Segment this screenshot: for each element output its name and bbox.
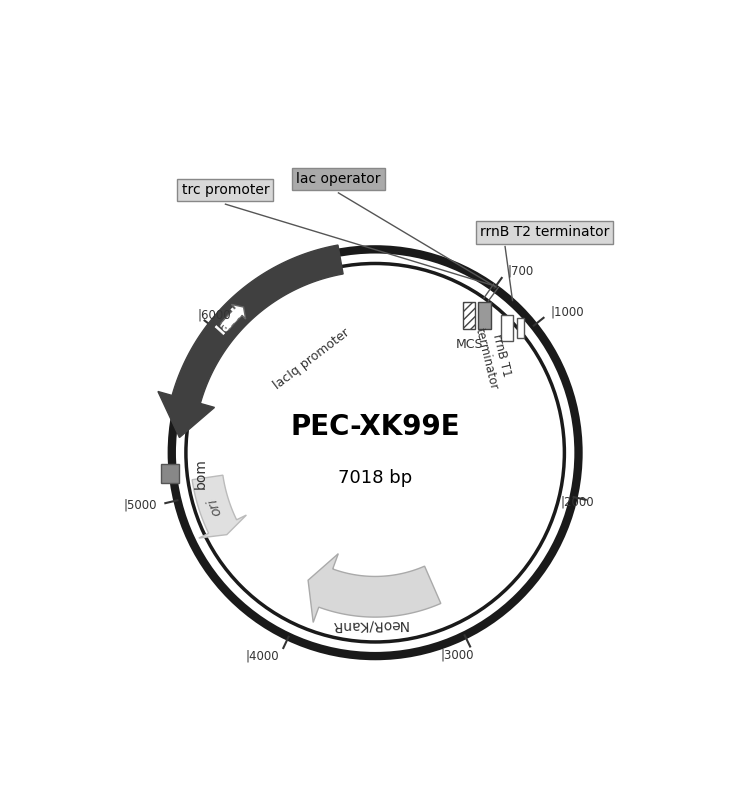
Text: PEC-XK99E: PEC-XK99E bbox=[291, 413, 460, 441]
Text: |6000: |6000 bbox=[198, 308, 231, 321]
Bar bbox=[501, 316, 513, 341]
Text: ori: ori bbox=[205, 496, 224, 518]
Polygon shape bbox=[308, 554, 441, 622]
Text: lacIq promoter: lacIq promoter bbox=[271, 326, 352, 392]
Circle shape bbox=[172, 249, 578, 656]
Text: rrnB T2 terminator: rrnB T2 terminator bbox=[480, 225, 609, 240]
Text: MCS: MCS bbox=[455, 338, 483, 351]
Text: trc promoter: trc promoter bbox=[182, 183, 269, 197]
Text: |4000: |4000 bbox=[246, 650, 280, 663]
Bar bbox=[161, 464, 179, 483]
Text: lacI: lacI bbox=[214, 305, 245, 337]
Text: bom: bom bbox=[193, 458, 207, 489]
Text: |3000: |3000 bbox=[441, 648, 474, 661]
Bar bbox=[463, 303, 475, 329]
Polygon shape bbox=[192, 475, 247, 538]
Polygon shape bbox=[158, 245, 343, 437]
Text: NeoR/KanR: NeoR/KanR bbox=[330, 617, 408, 633]
Text: |5000: |5000 bbox=[123, 499, 157, 512]
Text: |2000: |2000 bbox=[561, 495, 594, 508]
Text: 7018 bp: 7018 bp bbox=[338, 469, 412, 487]
Text: lac operator: lac operator bbox=[296, 172, 381, 186]
Text: rrnB T1
terminator: rrnB T1 terminator bbox=[473, 324, 515, 391]
Polygon shape bbox=[220, 304, 246, 330]
Text: |700: |700 bbox=[507, 264, 533, 277]
Text: |1000: |1000 bbox=[550, 306, 584, 319]
Bar bbox=[517, 318, 524, 338]
Bar bbox=[478, 303, 490, 329]
